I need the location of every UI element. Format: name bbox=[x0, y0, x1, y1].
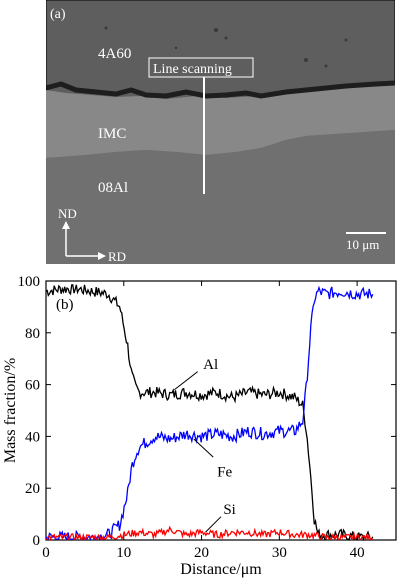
micrograph-panel: (a) 4A60 IMC 08Al Line scanning ND RD 10… bbox=[46, 0, 395, 264]
series-line-fe bbox=[45, 285, 374, 541]
scan-label-box bbox=[148, 57, 254, 78]
series-label-fe: Fe bbox=[217, 465, 232, 481]
x-axis-label: Distance/μm bbox=[180, 561, 262, 578]
series-line-si bbox=[46, 525, 373, 542]
axis-rd-arrowhead bbox=[98, 252, 106, 260]
x-tick-label: 30 bbox=[272, 545, 287, 561]
micrograph-panel-label: (a) bbox=[50, 7, 66, 22]
y-tick-label: 20 bbox=[25, 481, 40, 497]
series-line-al bbox=[45, 284, 374, 542]
region-label-imc: IMC bbox=[98, 126, 126, 142]
y-tick-label: 100 bbox=[18, 274, 41, 290]
speck bbox=[304, 58, 308, 62]
x-tick-label: 10 bbox=[116, 545, 131, 561]
region-label-4a60: 4A60 bbox=[98, 46, 131, 62]
series-label-si: Si bbox=[223, 502, 236, 518]
x-tick-label: 0 bbox=[42, 545, 50, 561]
fe-leader-line bbox=[193, 438, 214, 458]
y-tick-label: 40 bbox=[25, 429, 40, 445]
speck bbox=[324, 64, 328, 68]
imc-layer bbox=[46, 85, 395, 158]
labels-layer: 0 10 20 30 40 0 20 40 60 80 100 Al Fe Si (b) Distance/μ… bbox=[2, 274, 365, 578]
scale-bar-label: 10 μm bbox=[346, 237, 379, 252]
x-tick-label: 20 bbox=[194, 545, 209, 561]
speck bbox=[104, 26, 108, 30]
plot-frame bbox=[45, 280, 397, 541]
interface-dark-band bbox=[46, 80, 395, 99]
axes-layer bbox=[45, 280, 397, 541]
speck bbox=[214, 28, 218, 32]
series-layer bbox=[45, 284, 374, 542]
speck bbox=[224, 36, 228, 40]
y-axis-label: Mass fraction/% bbox=[2, 358, 19, 463]
region-label-08al: 08Al bbox=[98, 180, 128, 196]
series-label-al: Al bbox=[203, 357, 218, 373]
axis-nd-arrowhead bbox=[62, 221, 70, 229]
axis-rd-label: RD bbox=[108, 249, 126, 264]
si-leader-line bbox=[205, 516, 222, 533]
y-tick-label: 60 bbox=[25, 378, 40, 394]
y-tick-label: 80 bbox=[25, 326, 40, 342]
aluminium-layer bbox=[46, 130, 395, 264]
chart-panel-label: (b) bbox=[56, 297, 74, 313]
scan-label: Line scanning bbox=[153, 62, 232, 77]
line-scan-chart: 0 10 20 30 40 0 20 40 60 80 100 Al Fe Si (b) Distance/μ… bbox=[2, 274, 397, 578]
speck bbox=[344, 38, 348, 42]
speck bbox=[174, 46, 178, 50]
x-tick-label: 40 bbox=[350, 545, 365, 561]
surface-specks bbox=[104, 26, 348, 68]
al-leader-line bbox=[174, 371, 198, 391]
panel-label-box bbox=[48, 4, 70, 20]
y-tick-label: 0 bbox=[33, 533, 41, 549]
axis-nd-label: ND bbox=[58, 206, 77, 221]
